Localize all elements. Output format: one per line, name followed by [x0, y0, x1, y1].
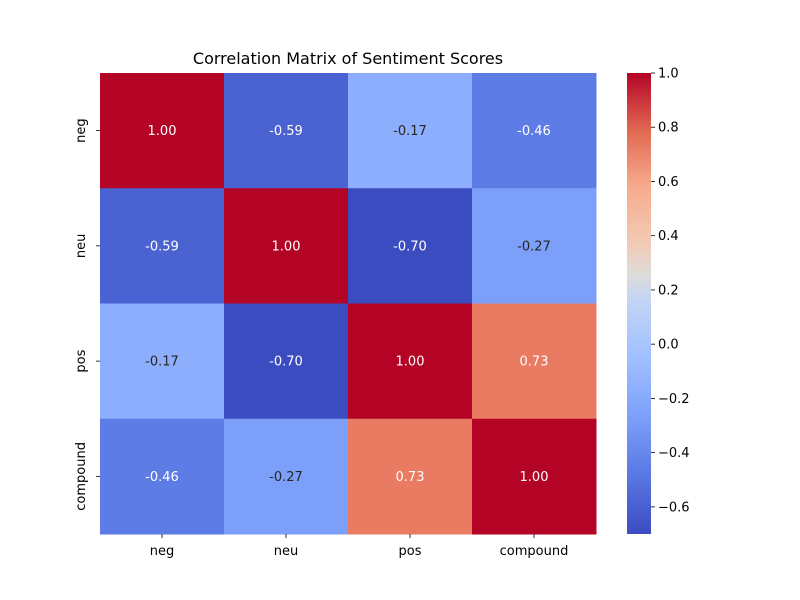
cell-value-label: -0.17 — [393, 124, 427, 139]
colorbar: 1.0 0.8 0.6 0.4 0.2 0.0 −0.2 −0.4 −0.6 — [627, 67, 690, 534]
cell-value-label: 1.00 — [396, 355, 425, 370]
cell-value-label: -0.46 — [517, 124, 551, 139]
colorbar-tick-label: −0.6 — [658, 500, 690, 515]
x-axis: neg neu pos compound — [150, 534, 569, 559]
cell-value-label: 1.00 — [520, 470, 549, 485]
heatmap-cell — [472, 188, 597, 304]
cell-value-label: -0.59 — [269, 124, 303, 139]
x-tick-label: pos — [399, 544, 422, 559]
colorbar-tick-label: 0.0 — [658, 338, 679, 353]
cell-value-label: -0.27 — [517, 239, 551, 254]
y-tick-label: neu — [74, 234, 89, 258]
y-tick-label: compound — [74, 442, 89, 511]
heatmap-cell — [348, 188, 473, 304]
cell-value-label: 1.00 — [148, 124, 177, 139]
colorbar-tick-label: 0.4 — [658, 229, 679, 244]
cell-value-label: -0.46 — [145, 470, 179, 485]
y-axis: neg neu pos compound — [74, 118, 100, 511]
heatmap-cells: 1.00 -0.59 -0.17 -0.46 -0.59 1.00 -0.70 -0.27 -0… — [100, 73, 597, 535]
colorbar-tick-label: 0.2 — [658, 283, 679, 298]
heatmap-cell — [224, 73, 349, 189]
heatmap-cell — [348, 418, 473, 535]
heatmap-cell — [100, 188, 225, 304]
heatmap-cell — [348, 73, 473, 189]
heatmap-cell — [472, 73, 597, 189]
cell-value-label: -0.17 — [145, 355, 179, 370]
chart-title: Correlation Matrix of Sentiment Scores — [193, 49, 503, 68]
heatmap-cell — [472, 303, 597, 420]
y-tick-label: neg — [74, 118, 89, 143]
heatmap-cell — [100, 303, 225, 420]
cell-value-label: 1.00 — [272, 239, 301, 254]
colorbar-tick-label: −0.4 — [658, 446, 690, 461]
colorbar-ticks: 1.0 0.8 0.6 0.4 0.2 0.0 −0.2 −0.4 −0.6 — [651, 67, 690, 515]
colorbar-tick-label: 1.0 — [658, 67, 679, 82]
heatmap-cell — [100, 73, 225, 189]
cell-value-label: -0.70 — [393, 239, 427, 254]
cell-value-label: 0.73 — [396, 470, 425, 485]
colorbar-tick-label: −0.2 — [658, 392, 690, 407]
heatmap-cell — [224, 303, 349, 420]
x-tick-label: neu — [274, 544, 298, 559]
colorbar-tick-label: 0.6 — [658, 175, 679, 190]
cell-value-label: -0.27 — [269, 470, 303, 485]
heatmap-cell — [224, 418, 349, 535]
y-tick-label: pos — [74, 349, 89, 372]
colorbar-gradient — [627, 73, 651, 534]
cell-value-label: -0.70 — [269, 355, 303, 370]
x-tick-label: neg — [150, 544, 175, 559]
cell-value-label: -0.59 — [145, 239, 179, 254]
heatmap-cell — [100, 418, 225, 535]
heatmap-cell — [348, 303, 473, 420]
heatmap-cell — [224, 188, 349, 304]
colorbar-tick-label: 0.8 — [658, 121, 679, 136]
cell-value-label: 0.73 — [520, 355, 549, 370]
x-tick-label: compound — [500, 544, 569, 559]
heatmap-cell — [472, 418, 597, 535]
